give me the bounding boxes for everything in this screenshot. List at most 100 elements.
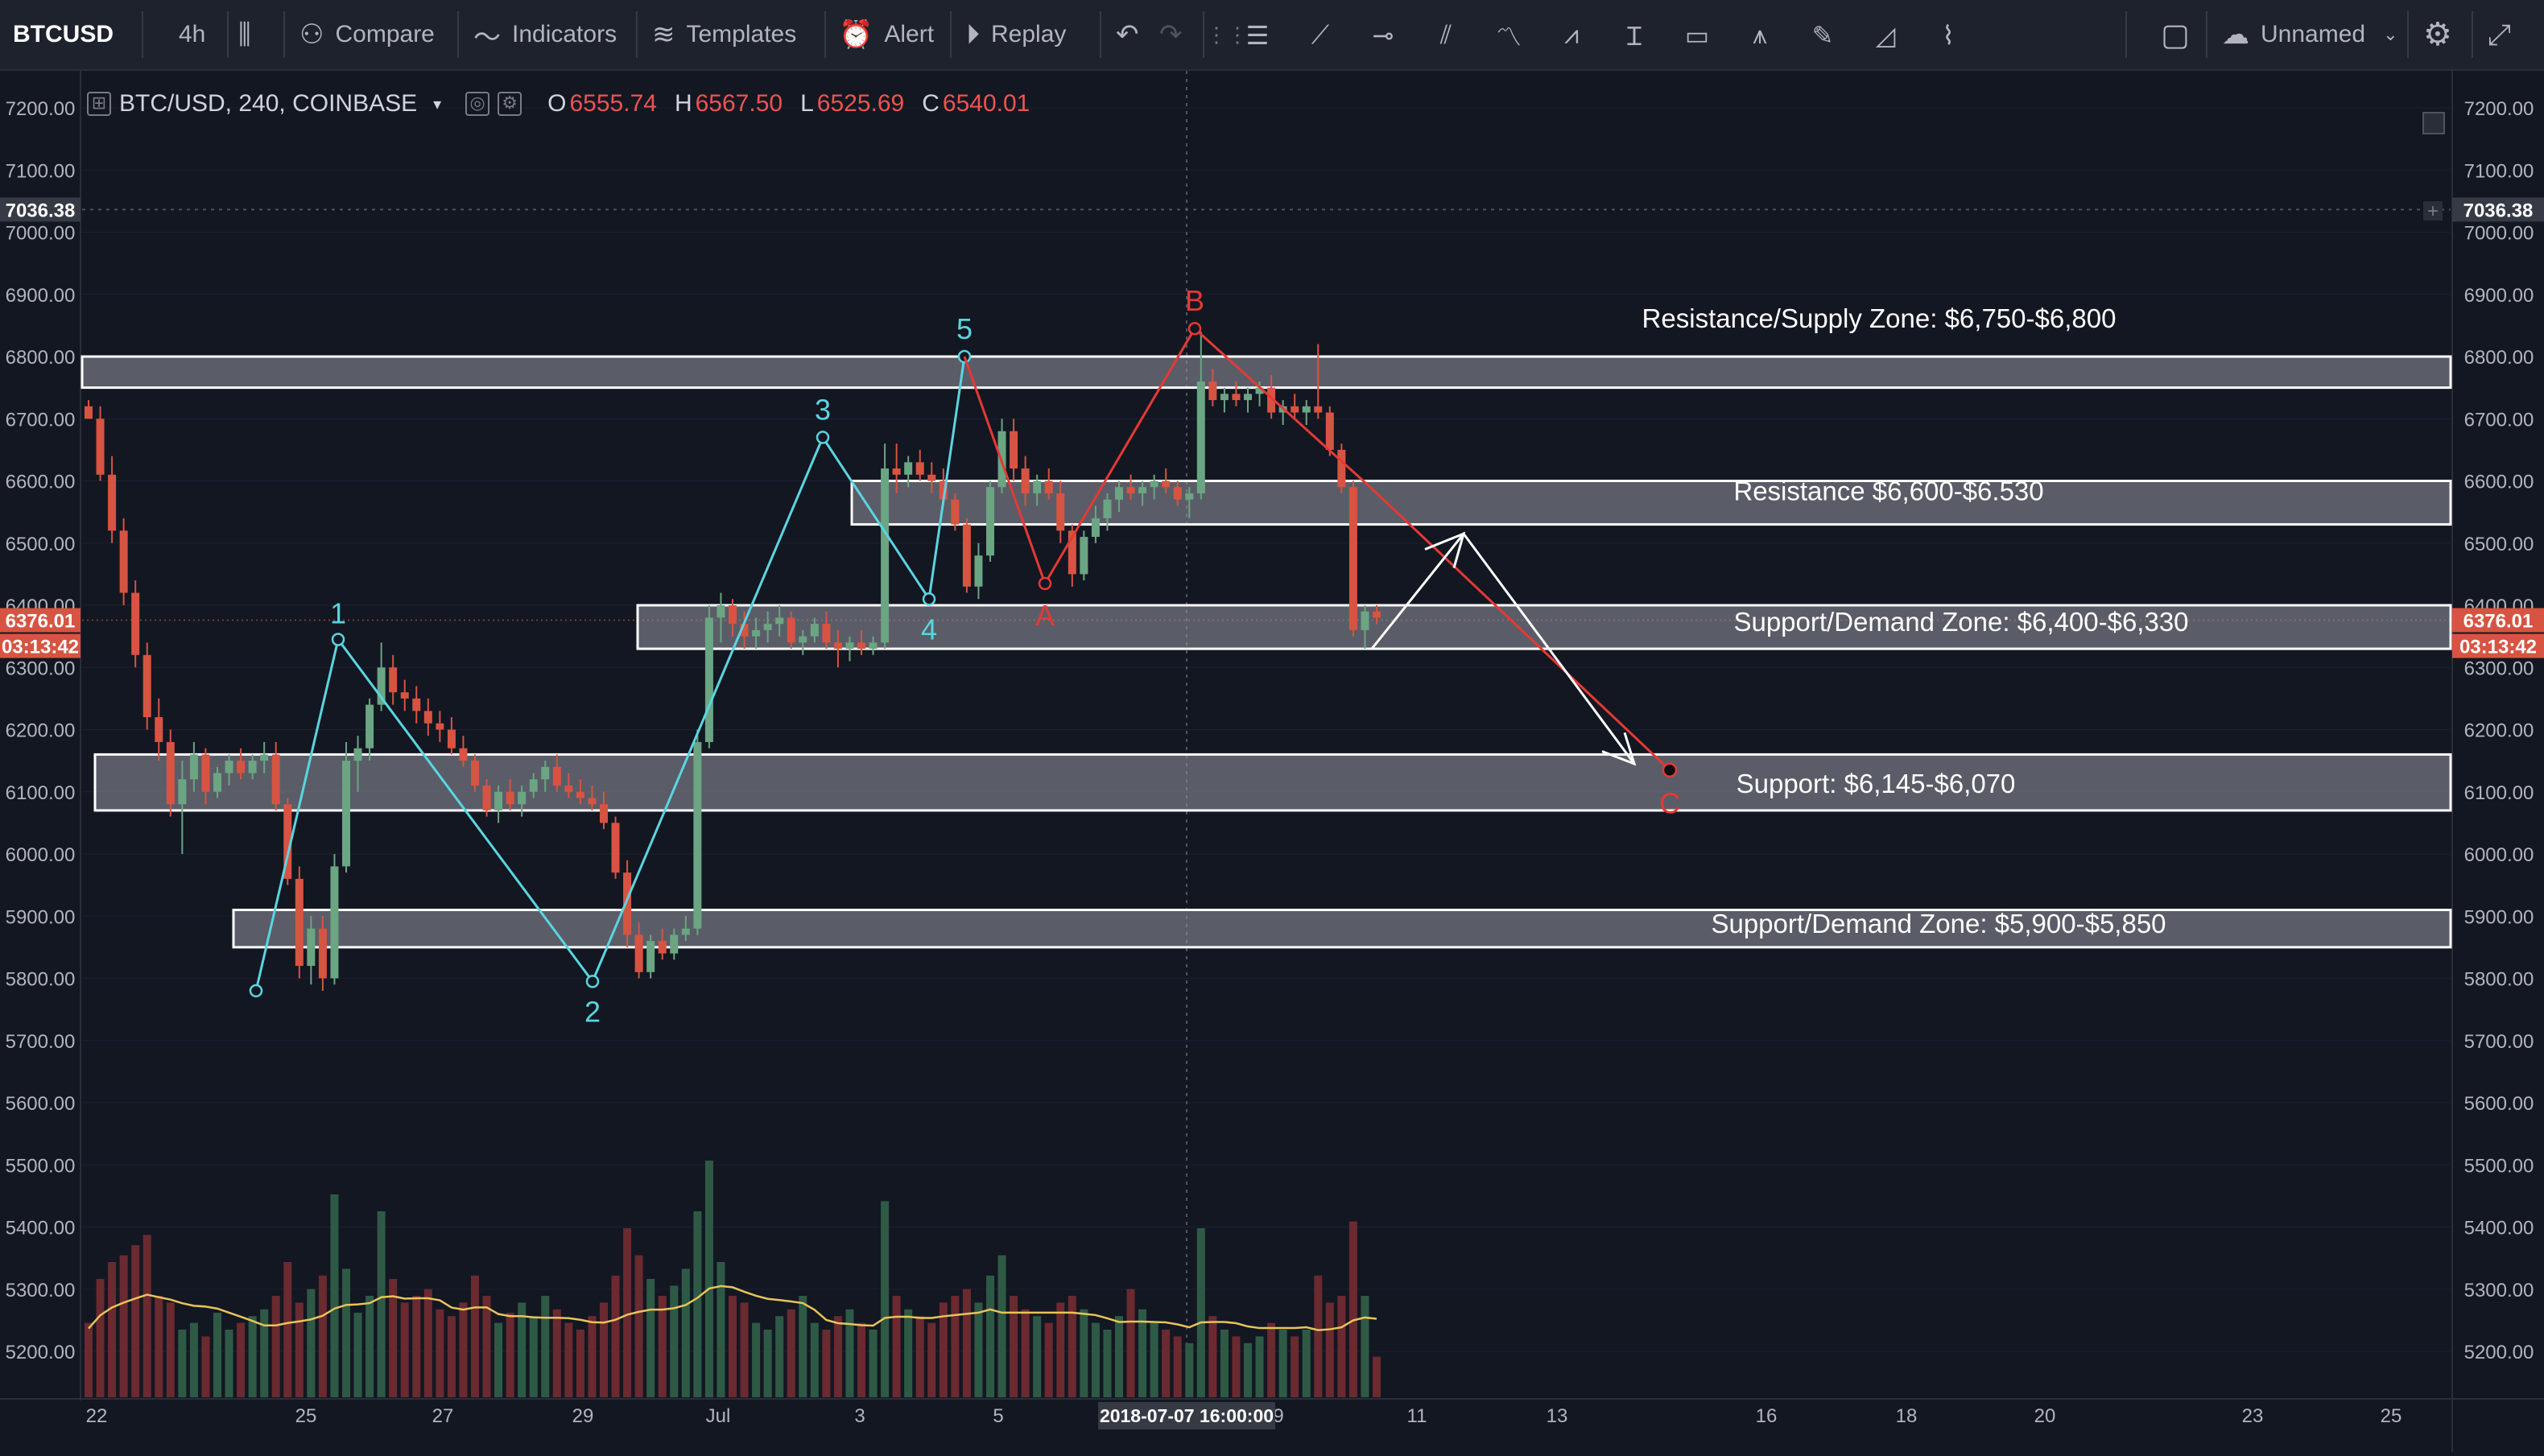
rectangle-icon[interactable]: ▭ — [1684, 21, 1710, 50]
candle-body[interactable] — [646, 941, 655, 972]
abcd-pattern-icon[interactable]: ⩘ — [1563, 20, 1580, 49]
candle-body[interactable] — [1232, 394, 1241, 401]
candle-body[interactable] — [915, 462, 924, 475]
correction-point[interactable] — [1038, 576, 1052, 591]
candle-body[interactable] — [775, 617, 784, 625]
candle-body[interactable] — [377, 667, 386, 705]
candle-body[interactable] — [623, 872, 632, 935]
candle-body[interactable] — [658, 941, 667, 954]
candle-body[interactable] — [986, 487, 994, 556]
layout-menu-button[interactable]: ☁ Unnamed ⌄ — [2222, 0, 2410, 69]
trend-line-icon[interactable]: ⟋ — [1311, 20, 1330, 49]
candle-body[interactable] — [1255, 387, 1264, 394]
candle-body[interactable] — [939, 481, 948, 500]
scale-settings-icon[interactable] — [2422, 112, 2445, 134]
candle-body[interactable] — [330, 866, 339, 979]
candle-body[interactable] — [225, 761, 233, 773]
candle-body[interactable] — [564, 786, 573, 792]
replay-button[interactable]: ⏵ Replay — [966, 0, 1066, 69]
candle-body[interactable] — [1337, 449, 1346, 488]
parallel-channel-icon[interactable]: ⫽ — [1439, 20, 1452, 49]
candle-body[interactable] — [1348, 487, 1357, 630]
candle-body[interactable] — [1220, 394, 1229, 401]
interval-button[interactable]: 4h — [179, 21, 206, 47]
eye-icon[interactable]: ◎ — [465, 92, 490, 116]
candle-body[interactable] — [318, 928, 327, 979]
candle-body[interactable] — [869, 642, 878, 650]
candle-body[interactable] — [1080, 537, 1088, 575]
candle-body[interactable] — [833, 642, 842, 650]
candle-body[interactable] — [353, 748, 362, 761]
elliott-wave-icon[interactable]: 〽 — [1495, 23, 1522, 52]
candle-body[interactable] — [1115, 487, 1123, 500]
chevron-down-icon[interactable]: ▾ — [433, 95, 442, 113]
ray-icon[interactable]: ⊸ — [1372, 21, 1394, 50]
zone-rect[interactable] — [93, 753, 2452, 812]
candle-body[interactable] — [342, 761, 350, 867]
candle-body[interactable] — [471, 761, 479, 786]
candle-body[interactable] — [248, 761, 257, 773]
candle-body[interactable] — [552, 766, 561, 786]
candle-body[interactable] — [271, 754, 280, 805]
candle-body[interactable] — [693, 741, 702, 929]
candle-body[interactable] — [423, 711, 432, 724]
candle-body[interactable] — [1021, 468, 1030, 493]
candle-body[interactable] — [799, 636, 807, 643]
candle-body[interactable] — [1173, 487, 1182, 500]
candle-body[interactable] — [845, 642, 854, 650]
candle-body[interactable] — [166, 741, 175, 805]
candle-body[interactable] — [857, 642, 865, 650]
collapse-legend-icon[interactable]: ⊞ — [87, 92, 111, 116]
candle-body[interactable] — [213, 773, 221, 792]
candle-body[interactable] — [1033, 481, 1042, 493]
candle-body[interactable] — [763, 624, 772, 630]
candle-body[interactable] — [400, 692, 409, 699]
wave-point[interactable] — [816, 431, 830, 444]
add-price-line-icon[interactable] — [2423, 201, 2443, 221]
brush-icon[interactable]: ✎ — [1811, 21, 1834, 50]
expand-button[interactable]: ⤢ — [2488, 0, 2522, 69]
candle-body[interactable] — [131, 592, 140, 655]
candle-body[interactable] — [1056, 493, 1065, 531]
drag-handle-icon[interactable]: ⋮⋮ — [1206, 22, 1248, 47]
candle-body[interactable] — [588, 798, 597, 805]
candle-body[interactable] — [260, 754, 269, 761]
candle-body[interactable] — [1302, 406, 1311, 413]
candle-body[interactable] — [1138, 487, 1147, 493]
zone-rect[interactable] — [81, 355, 2452, 390]
candle-body[interactable] — [1010, 431, 1018, 469]
correction-point[interactable] — [1662, 762, 1678, 777]
wave-point[interactable] — [585, 975, 600, 988]
candle-body[interactable] — [295, 878, 304, 967]
candle-body[interactable] — [892, 468, 901, 475]
wave-point[interactable] — [922, 592, 936, 606]
candle-body[interactable] — [974, 555, 983, 587]
candle-body[interactable] — [810, 624, 819, 637]
candle-body[interactable] — [108, 474, 117, 531]
candle-body[interactable] — [96, 419, 105, 475]
candle-body[interactable] — [389, 667, 398, 693]
candle-body[interactable] — [436, 723, 444, 730]
candle-body[interactable] — [1044, 481, 1053, 493]
candle-body[interactable] — [740, 624, 749, 637]
candle-body[interactable] — [681, 928, 690, 935]
candle-body[interactable] — [1373, 611, 1381, 618]
candle-body[interactable] — [704, 617, 713, 742]
indicators-button[interactable]: 〜 Indicators — [473, 0, 617, 69]
candle-body[interactable] — [1162, 481, 1171, 488]
candle-body[interactable] — [1314, 406, 1323, 413]
candle-body[interactable] — [189, 754, 198, 780]
candle-body[interactable] — [459, 748, 468, 761]
candle-body[interactable] — [927, 474, 936, 481]
price-range-icon[interactable]: Ɪ — [1627, 21, 1642, 51]
candle-body[interactable] — [962, 524, 971, 587]
candle-body[interactable] — [482, 786, 491, 810]
candle-body[interactable] — [1267, 387, 1276, 413]
chart-area[interactable]: 7200.00 7200.00 7100.00 7100.00 7000.00 7000.… — [0, 71, 2544, 1452]
candle-body[interactable] — [237, 761, 246, 773]
legend-title[interactable]: BTC/USD, 240, COINBASE — [119, 90, 418, 117]
candle-body[interactable] — [155, 717, 163, 742]
redo-button[interactable]: ↷ — [1159, 0, 1194, 69]
wave-point[interactable] — [331, 633, 345, 646]
candle-body[interactable] — [752, 629, 761, 637]
